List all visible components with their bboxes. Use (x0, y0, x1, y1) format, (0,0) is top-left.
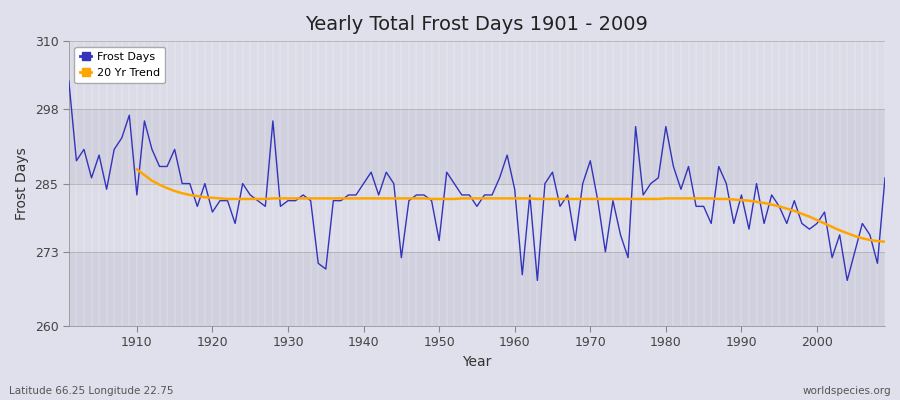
Bar (68, 110, 885, 184)
X-axis label: Year: Year (463, 355, 491, 369)
Bar (68, 184, 885, 252)
Text: worldspecies.org: worldspecies.org (803, 386, 891, 396)
Legend: Frost Days, 20 Yr Trend: Frost Days, 20 Yr Trend (75, 47, 166, 83)
Text: Latitude 66.25 Longitude 22.75: Latitude 66.25 Longitude 22.75 (9, 386, 174, 396)
Bar (68, 252, 885, 326)
Bar (68, 41, 885, 110)
Y-axis label: Frost Days: Frost Days (15, 147, 29, 220)
Title: Yearly Total Frost Days 1901 - 2009: Yearly Total Frost Days 1901 - 2009 (305, 15, 648, 34)
